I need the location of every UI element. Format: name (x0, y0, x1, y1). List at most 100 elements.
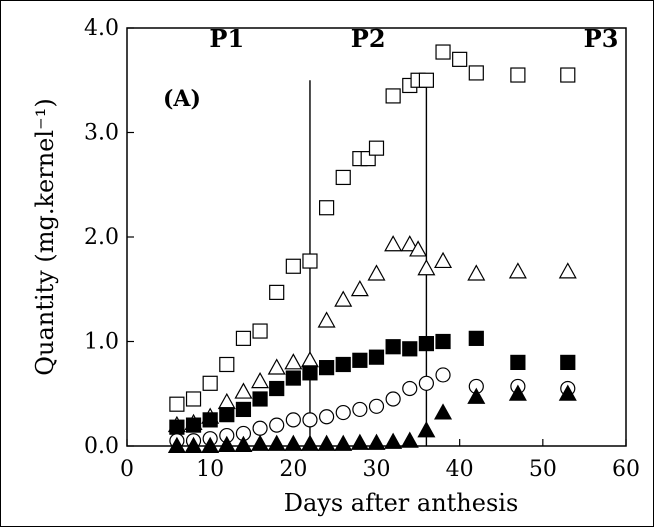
open-circle-point (418, 375, 434, 391)
filled-square-point (560, 354, 576, 370)
open-triangle-point (334, 290, 353, 307)
open-square-point (169, 396, 185, 412)
filled-square-point (169, 419, 185, 435)
filled-triangle-point (467, 387, 486, 404)
filled-triangle-point (350, 433, 369, 450)
filled-triangle-point (234, 435, 253, 452)
filled-square-point (368, 349, 385, 365)
open-square-point (235, 330, 252, 346)
open-circle-point (319, 409, 335, 425)
filled-triangle-point (558, 384, 577, 401)
filled-triangle-point (334, 434, 353, 451)
x-tick-label: 0 (120, 457, 134, 482)
x-tick-label: 10 (196, 457, 224, 482)
open-triangle-point (300, 351, 319, 368)
open-circle-point (302, 412, 318, 428)
open-circle-point (385, 391, 401, 407)
x-tick-label: 60 (612, 457, 640, 482)
filled-triangle-point (251, 434, 270, 451)
plot-area-frame (126, 27, 627, 447)
y-tick-label: 4.0 (84, 16, 119, 41)
y-tick-label: 2.0 (84, 225, 119, 250)
filled-triangle-point (267, 434, 286, 451)
filled-square-point (219, 407, 235, 423)
period-label-p3: P3 (584, 24, 619, 53)
open-circle-point (252, 420, 268, 436)
x-tick-label: 40 (446, 457, 474, 482)
filled-square-point (435, 333, 451, 350)
open-triangle-point (417, 259, 436, 276)
open-triangle-point (434, 251, 453, 269)
filled-triangle-point (417, 421, 436, 438)
open-square-point (335, 169, 351, 186)
filled-triangle-point (184, 436, 203, 453)
open-square-point (202, 375, 218, 391)
period-label-p2: P2 (351, 24, 386, 53)
open-square-point (302, 253, 318, 269)
filled-triangle-point (217, 435, 236, 452)
open-triangle-point (558, 262, 577, 279)
x-axis-title: Days after anthesis (284, 489, 519, 517)
open-square-point (385, 88, 401, 104)
filled-square-point (352, 352, 368, 368)
filled-square-point (510, 354, 526, 370)
filled-triangle-point (201, 436, 220, 453)
x-axis-ticks: 0 10 20 30 40 50 60 (120, 439, 640, 482)
filled-square-point (302, 365, 318, 381)
filled-triangle-point (284, 434, 303, 451)
filled-square-point (468, 330, 484, 346)
filled-square-point (185, 417, 202, 433)
filled-square-point (385, 339, 401, 355)
period-label-p1: P1 (209, 24, 244, 53)
open-triangle-point (409, 240, 428, 257)
filled-triangle-point (317, 434, 336, 451)
open-square-point (319, 200, 335, 216)
open-circle-point (269, 417, 285, 433)
open-square-point (285, 258, 301, 274)
open-triangle-point (350, 280, 369, 297)
open-triangle-point (467, 264, 486, 281)
x-tick-label: 30 (363, 457, 391, 482)
x-tick-label: 20 (279, 457, 307, 482)
open-circle-point (368, 398, 385, 414)
open-square-point (418, 72, 434, 88)
open-square-point (368, 140, 385, 156)
filled-square-point (418, 335, 434, 352)
open-triangle-point (251, 371, 270, 389)
open-square-point (435, 44, 451, 60)
filled-square-point (285, 370, 301, 386)
open-circle-point (285, 412, 301, 428)
data-points (167, 44, 577, 453)
filled-square-point (335, 356, 351, 373)
open-triangle-point (400, 235, 419, 252)
y-tick-label: 3.0 (84, 121, 119, 146)
open-square-point (468, 65, 484, 81)
y-tick-label: 0.0 (84, 434, 119, 459)
y-tick-label: 1.0 (84, 330, 119, 355)
y-axis-ticks: 0.0 1.0 2.0 3.0 4.0 (84, 16, 134, 459)
filled-square-point (269, 380, 285, 397)
open-square-point (219, 356, 235, 373)
filled-square-point (402, 341, 418, 357)
filled-triangle-point (300, 434, 319, 451)
open-circle-point (402, 380, 418, 397)
open-triangle-point (234, 382, 253, 399)
filled-triangle-point (434, 403, 453, 420)
open-circle-point (352, 401, 368, 418)
filled-square-point (235, 401, 252, 418)
open-triangle-point (217, 392, 236, 410)
filled-triangle-point (367, 433, 386, 450)
open-square-point (560, 67, 576, 83)
open-triangle-point (267, 358, 286, 375)
y-axis-title: Quantity (mg.kernel⁻¹) (31, 98, 59, 375)
open-square-point (452, 51, 468, 67)
filled-square-point (202, 412, 218, 428)
open-square-point (185, 391, 202, 407)
x-tick-label: 50 (529, 457, 557, 482)
open-triangle-point (317, 311, 336, 328)
open-square-point (269, 284, 285, 300)
filled-triangle-point (400, 431, 419, 448)
open-triangle-point (384, 235, 403, 252)
open-triangle-point (284, 353, 303, 370)
